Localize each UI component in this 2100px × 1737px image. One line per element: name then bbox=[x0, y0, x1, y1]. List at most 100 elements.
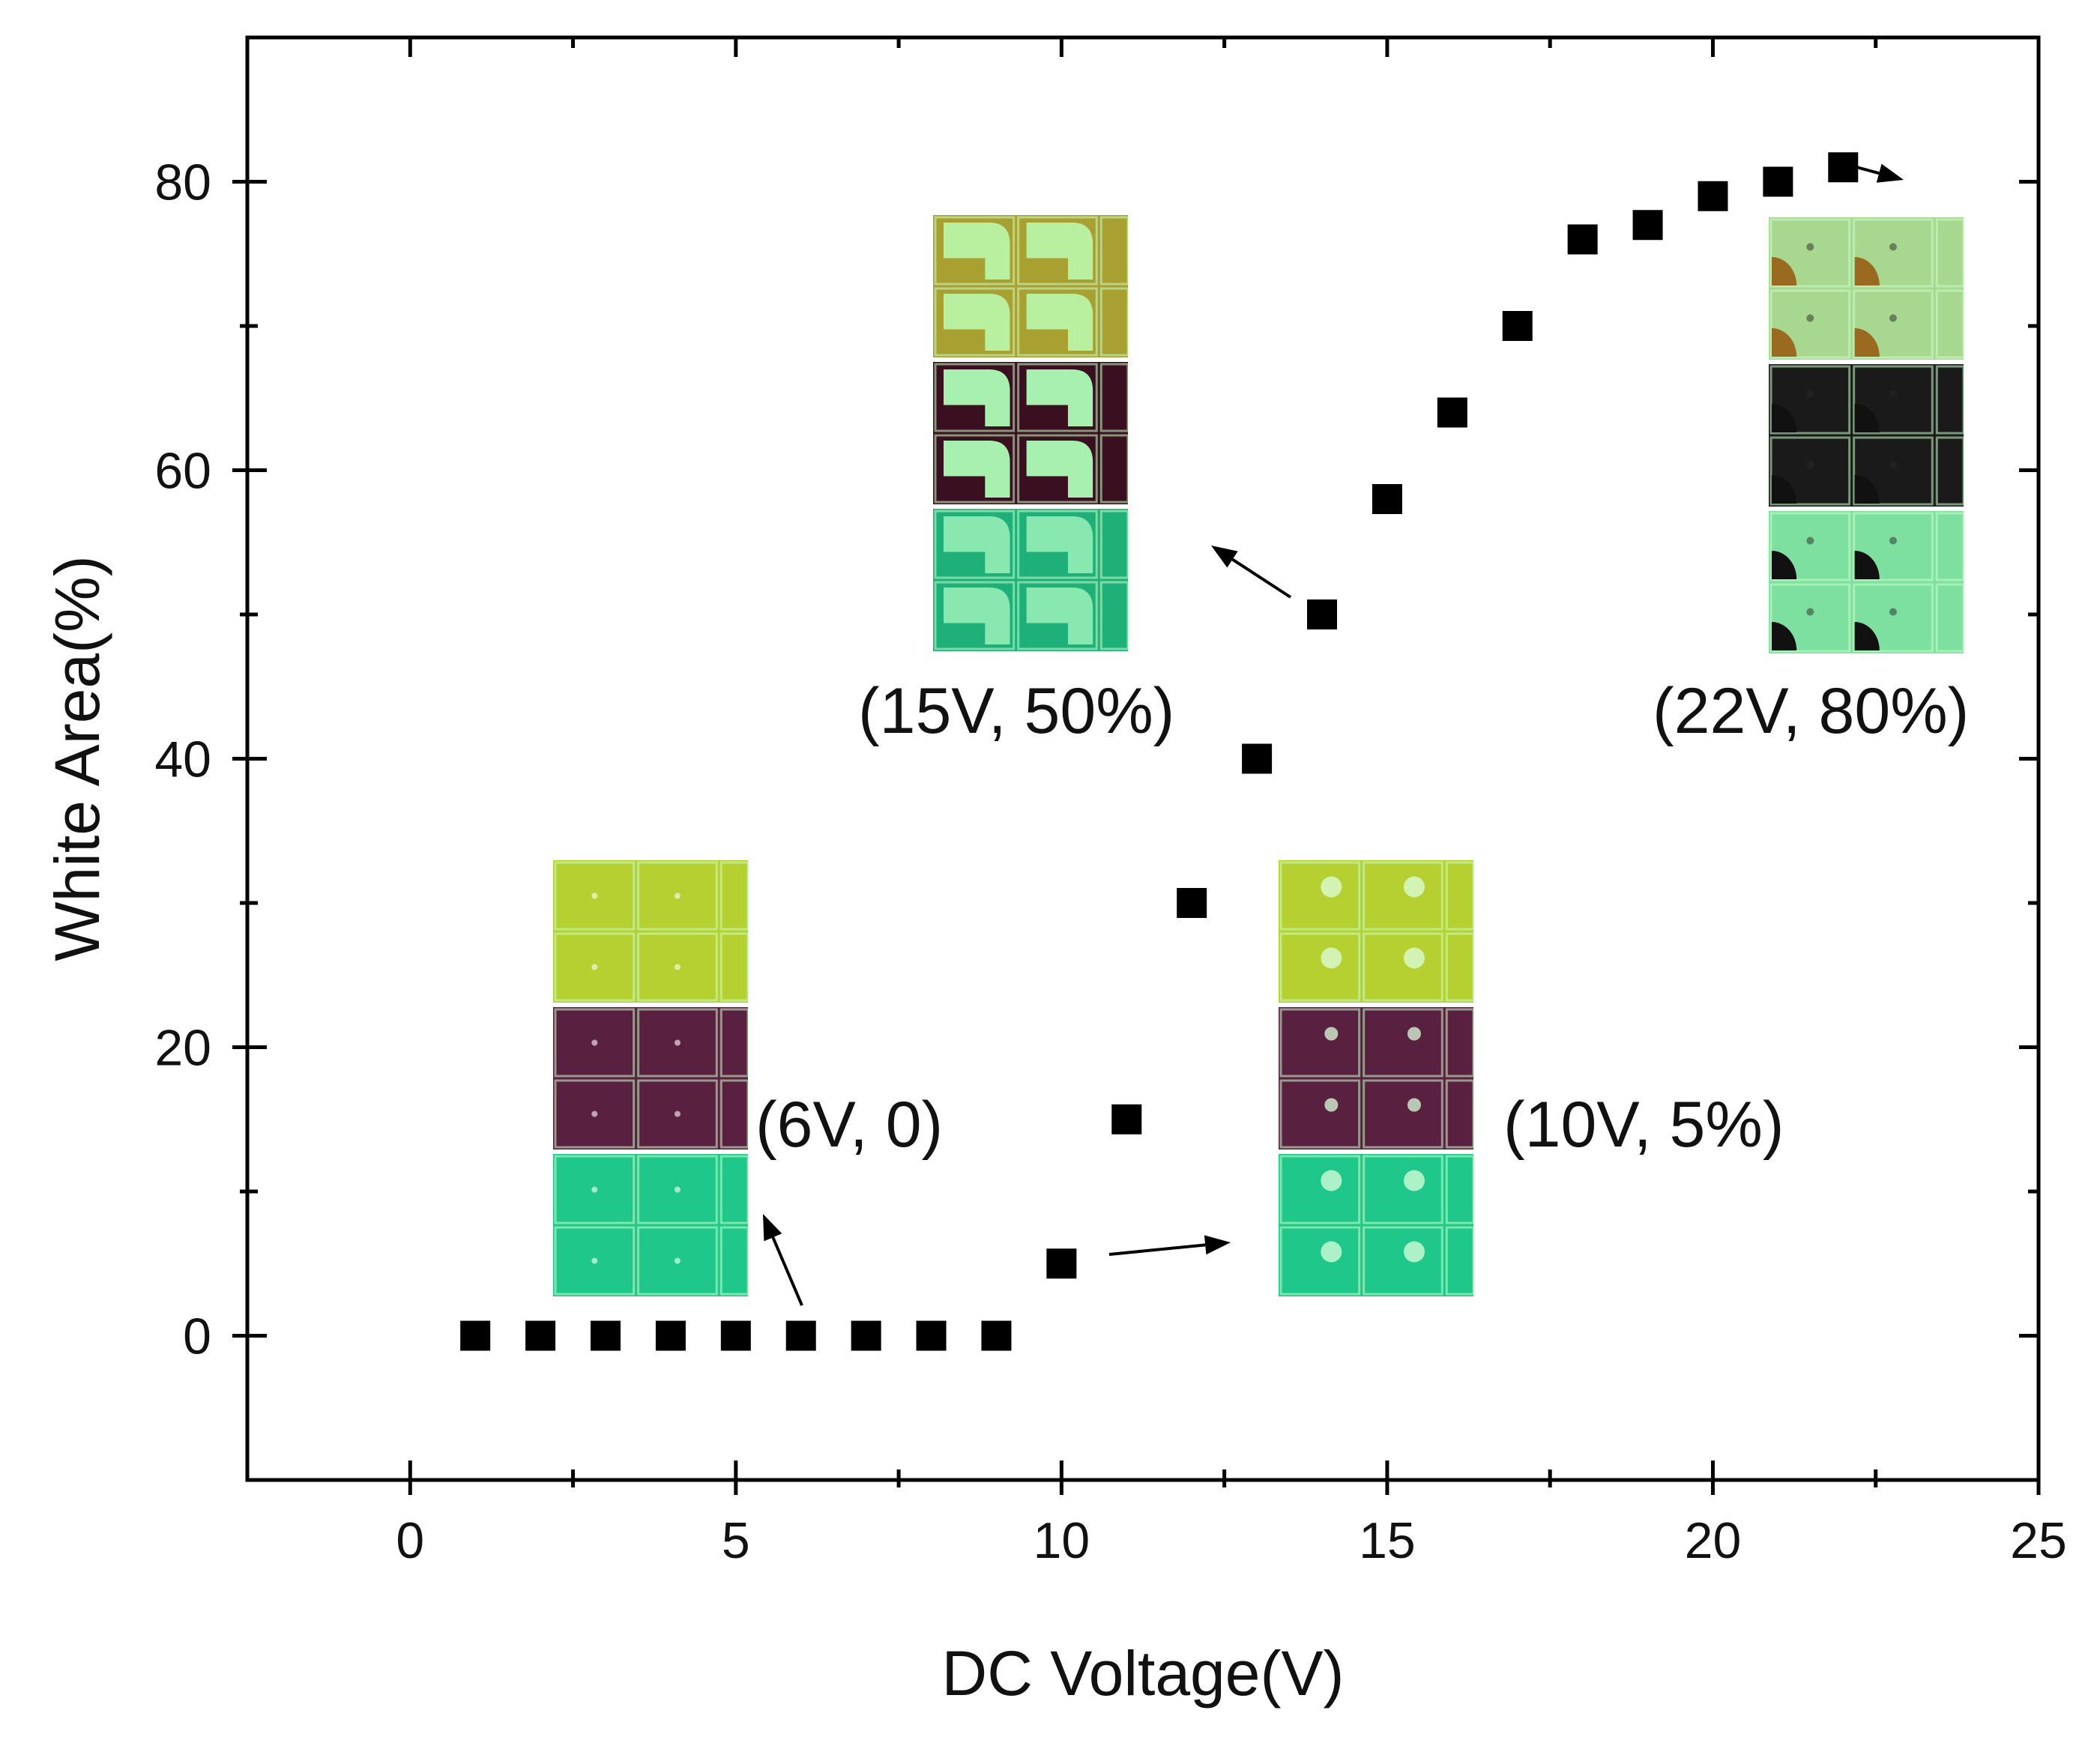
inset-cell bbox=[1935, 218, 1965, 288]
inset-spot bbox=[1321, 1241, 1342, 1263]
inset-dot bbox=[591, 1039, 598, 1046]
x-tick-label: 10 bbox=[1034, 1512, 1090, 1569]
x-axis-title: DC Voltage(V) bbox=[942, 1638, 1345, 1709]
inset-corner bbox=[1854, 475, 1880, 504]
inset-cell bbox=[1099, 434, 1129, 504]
inset-cell bbox=[1769, 289, 1851, 359]
inset-cell bbox=[1279, 1079, 1361, 1149]
inset-domain bbox=[944, 369, 1010, 426]
inset-dot bbox=[674, 1186, 681, 1193]
y-tick-label: 20 bbox=[154, 1020, 211, 1077]
micrograph-inset: (6V, 0) bbox=[553, 860, 943, 1306]
annotation-arrow-line bbox=[1231, 558, 1292, 599]
inset-corner bbox=[1772, 475, 1797, 504]
annotation-label: (22V, 80%) bbox=[1653, 675, 1969, 747]
inset-spot bbox=[1324, 1027, 1339, 1041]
inset-cell bbox=[554, 1079, 636, 1149]
data-point bbox=[460, 1320, 491, 1351]
inset-bubble bbox=[1889, 390, 1897, 398]
x-tick-label: 15 bbox=[1359, 1512, 1416, 1569]
data-point bbox=[851, 1320, 881, 1351]
inset-cell bbox=[1099, 363, 1129, 432]
inset-spot bbox=[1321, 1170, 1342, 1191]
inset-bubble bbox=[1889, 608, 1897, 616]
annotation-arrow-head bbox=[1876, 163, 1904, 183]
annotation-label: (10V, 5%) bbox=[1503, 1089, 1784, 1161]
inset-bubble bbox=[1806, 390, 1814, 398]
inset-corner bbox=[1772, 257, 1797, 286]
data-point bbox=[525, 1320, 556, 1351]
inset-cell bbox=[719, 1226, 749, 1296]
y-tick-label: 80 bbox=[154, 154, 211, 211]
y-tick-label: 60 bbox=[154, 443, 211, 500]
inset-cell bbox=[934, 581, 1016, 650]
inset-cell bbox=[1363, 861, 1443, 931]
inset-cell bbox=[554, 861, 636, 931]
inset-cell bbox=[637, 861, 718, 931]
inset-domain bbox=[944, 223, 1010, 280]
inset-cell bbox=[1279, 861, 1361, 931]
inset-cell bbox=[719, 1079, 749, 1149]
inset-cell bbox=[554, 1226, 636, 1296]
inset-corner bbox=[1854, 404, 1880, 432]
inset-dot bbox=[674, 1111, 681, 1117]
inset-cell bbox=[1769, 512, 1851, 581]
inset-corner bbox=[1854, 622, 1880, 650]
inset-cell bbox=[719, 1155, 749, 1224]
data-point bbox=[785, 1320, 816, 1351]
data-point bbox=[1177, 888, 1207, 918]
inset-spot bbox=[1407, 1098, 1421, 1112]
annotation-label: (15V, 50%) bbox=[858, 675, 1174, 747]
inset-spot bbox=[1321, 947, 1342, 969]
inset-domain bbox=[1026, 441, 1093, 498]
inset-panel bbox=[553, 1154, 748, 1296]
inset-cell bbox=[1853, 436, 1934, 506]
inset-dot bbox=[674, 1039, 681, 1046]
inset-spot bbox=[1403, 1170, 1425, 1191]
inset-corner bbox=[1854, 257, 1880, 286]
inset-domain bbox=[944, 441, 1010, 498]
inset-cell bbox=[1017, 510, 1098, 579]
inset-cell bbox=[1853, 512, 1934, 581]
inset-cell bbox=[1099, 287, 1129, 357]
inset-dot bbox=[591, 892, 598, 899]
inset-bubble bbox=[1806, 243, 1814, 251]
inset-bubble bbox=[1889, 243, 1897, 251]
inset-dot bbox=[591, 964, 598, 970]
data-point bbox=[1437, 397, 1467, 428]
data-point bbox=[1307, 599, 1337, 629]
inset-panel bbox=[1279, 860, 1473, 1003]
inset-cell bbox=[934, 510, 1016, 579]
data-point bbox=[1502, 311, 1533, 341]
inset-bubble bbox=[1889, 461, 1897, 469]
inset-domain bbox=[1026, 516, 1093, 573]
inset-dot bbox=[591, 1186, 598, 1193]
micrograph-inset: (15V, 50%) bbox=[858, 215, 1292, 747]
inset-cell bbox=[1017, 363, 1098, 432]
data-point bbox=[981, 1320, 1012, 1351]
inset-corner bbox=[1772, 328, 1797, 357]
annotation-arrow-head bbox=[1204, 1235, 1231, 1255]
inset-cell bbox=[637, 1155, 718, 1224]
insets: (6V, 0) (10V, 5%) (15V, 50%) (22V, 80%) bbox=[553, 158, 1969, 1306]
annotation-arrow-head bbox=[763, 1214, 782, 1242]
data-point bbox=[1567, 224, 1598, 255]
inset-cell bbox=[1445, 932, 1475, 1002]
inset-dot bbox=[674, 892, 681, 899]
inset-domain bbox=[1026, 369, 1093, 426]
inset-spot bbox=[1403, 1241, 1425, 1263]
inset-cell bbox=[1935, 365, 1965, 435]
inset-bubble bbox=[1806, 537, 1814, 545]
data-point bbox=[916, 1320, 947, 1351]
inset-cell bbox=[1017, 216, 1098, 286]
inset-cell bbox=[1935, 289, 1965, 359]
inset-spot bbox=[1407, 1027, 1421, 1041]
inset-cell bbox=[1017, 434, 1098, 504]
inset-cell bbox=[1853, 365, 1934, 435]
inset-cell bbox=[1099, 216, 1129, 286]
x-tick-label: 20 bbox=[1685, 1512, 1742, 1569]
inset-cell bbox=[554, 1155, 636, 1224]
data-point bbox=[720, 1320, 751, 1351]
data-point bbox=[1242, 743, 1273, 774]
annotation-arrow-head bbox=[1211, 546, 1238, 568]
